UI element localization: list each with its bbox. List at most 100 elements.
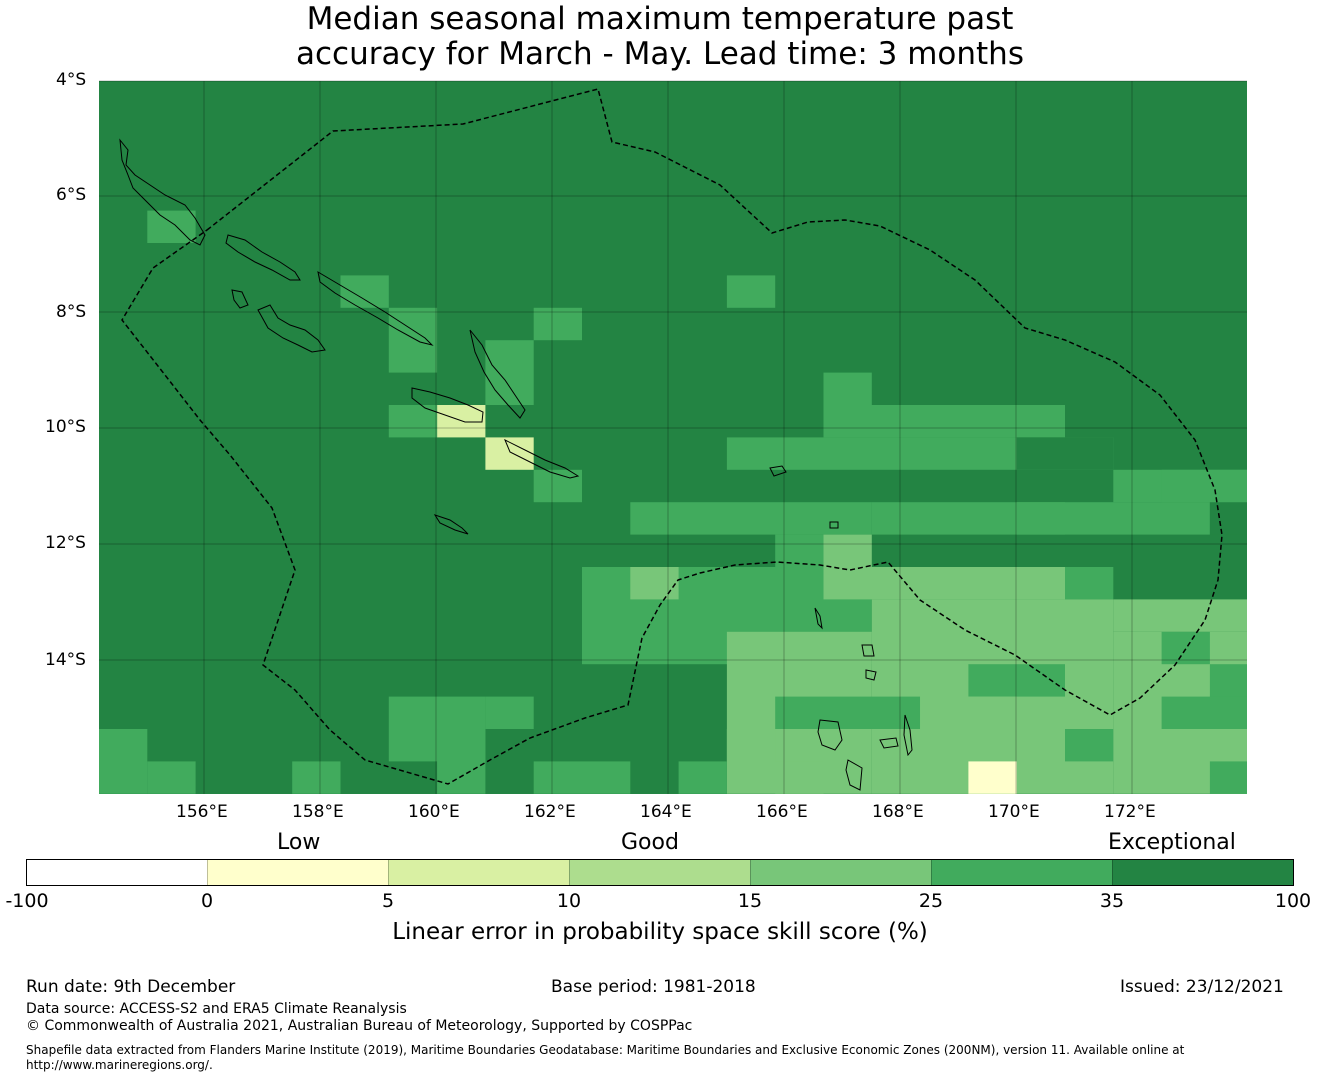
island-vanua-lava	[865, 669, 877, 681]
skill-cell	[630, 567, 679, 600]
skill-cell	[678, 761, 727, 794]
island-santa-isabel	[317, 270, 434, 346]
island-guadalcanal	[411, 387, 484, 423]
skill-cell	[437, 729, 486, 794]
skill-cell	[775, 696, 921, 729]
skill-cell	[1065, 599, 1114, 794]
colorbar-label-exceptional: Exceptional	[1108, 830, 1236, 855]
colorbar-tick: 100	[1274, 890, 1312, 912]
lat-label-6s: 6°S	[56, 185, 87, 205]
skill-cell	[775, 761, 824, 794]
skill-cell	[388, 405, 438, 438]
colorbar-segment	[388, 860, 569, 885]
skill-cell	[630, 502, 872, 535]
colorbar-tick: 25	[918, 890, 944, 912]
skill-cell	[99, 729, 148, 794]
lon-label-164e: 164°E	[640, 802, 692, 822]
skill-cell	[823, 405, 1065, 438]
island-gaua	[861, 644, 875, 657]
colorbar-tick: 0	[200, 890, 214, 912]
colorbar-label-low: Low	[277, 830, 321, 855]
colorbar-tick: 5	[381, 890, 395, 912]
island-pentecost	[903, 714, 913, 757]
colorbar-segment	[750, 860, 931, 885]
eez-boundaries	[121, 88, 1223, 785]
skill-cell	[1161, 631, 1210, 665]
island-tikopia	[829, 521, 839, 529]
skill-cell	[1209, 502, 1247, 535]
skill-cell	[533, 469, 582, 503]
lat-label-14s: 14°S	[45, 650, 86, 670]
skill-cell	[292, 761, 341, 794]
skill-cell	[968, 761, 1017, 794]
skill-cell	[823, 534, 872, 567]
skill-cell	[147, 761, 196, 794]
colorbar-segment	[931, 860, 1112, 885]
copyright: © Commonwealth of Australia 2021, Austra…	[26, 1018, 693, 1034]
island-vella-lavella	[231, 289, 249, 309]
lon-label-162e: 162°E	[524, 802, 576, 822]
map-title-line1: Median seasonal maximum temperature past	[306, 1, 1014, 37]
skill-cell	[823, 567, 1065, 600]
skill-cell	[823, 372, 872, 405]
island-malaita	[469, 329, 526, 419]
skill-cell	[1209, 761, 1247, 794]
skill-cell	[1016, 502, 1210, 535]
colorbar-tick: 15	[737, 890, 763, 912]
island-makira	[504, 438, 580, 479]
island-bougainville	[119, 138, 206, 246]
lat-label-8s: 8°S	[56, 302, 87, 322]
skill-cell	[726, 729, 776, 762]
run-date: Run date: 9th December	[26, 977, 236, 997]
colorbar-segment	[569, 860, 750, 885]
skill-cell	[485, 340, 534, 405]
graticule	[99, 80, 1247, 794]
island-malekula	[845, 759, 863, 791]
skill-cell	[485, 696, 534, 729]
colorbar-tick: -100	[5, 890, 49, 912]
shapefile-credit: Shapefile data extracted from Flanders M…	[26, 1043, 1185, 1072]
lon-label-168e: 168°E	[872, 802, 924, 822]
skill-cell	[340, 275, 389, 308]
colorbar-segment	[207, 860, 388, 885]
skill-cell	[1016, 437, 1114, 470]
island-santa-cruz	[769, 465, 787, 477]
lon-label-158e: 158°E	[292, 802, 344, 822]
island-rennell	[433, 514, 469, 535]
base-period: Base period: 1981-2018	[551, 977, 756, 997]
skill-cell	[1065, 567, 1114, 600]
island-espiritu-santo	[817, 719, 843, 751]
skill-cell	[775, 534, 824, 567]
colorbar-segment	[27, 860, 207, 885]
lon-label-156e: 156°E	[176, 802, 228, 822]
data-source: Data source: ACCESS-S2 and ERA5 Climate …	[26, 1001, 407, 1017]
colorbar-tick: 10	[556, 890, 582, 912]
issued-date: Issued: 23/12/2021	[1120, 977, 1284, 997]
lat-label-4s: 4°S	[56, 70, 87, 90]
lon-label-170e: 170°E	[988, 802, 1040, 822]
island-torres	[814, 607, 823, 630]
coastlines	[119, 138, 913, 791]
lon-label-166e: 166°E	[756, 802, 808, 822]
island-choiseul	[225, 234, 301, 281]
colorbar-label-good: Good	[621, 830, 679, 855]
skill-cell	[533, 307, 582, 341]
skill-grid	[99, 81, 1247, 794]
lon-label-172e: 172°E	[1104, 802, 1156, 822]
skill-cell	[726, 275, 776, 308]
skill-cell	[582, 761, 631, 794]
island-ambae	[879, 737, 899, 749]
colorbar-axis-title: Linear error in probability space skill …	[392, 919, 928, 945]
eez-solomon-islands	[121, 88, 1223, 785]
colorbar-tick: 35	[1099, 890, 1125, 912]
skill-cell	[1113, 599, 1247, 632]
map-title-line2: accuracy for March - May. Lead time: 3 m…	[296, 36, 1024, 72]
skill-cell	[1161, 696, 1247, 729]
lat-label-10s: 10°S	[45, 417, 86, 437]
lon-label-160e: 160°E	[408, 802, 460, 822]
skill-cell	[968, 664, 1065, 697]
colorbar	[26, 859, 1294, 886]
skill-cell	[533, 761, 582, 794]
skill-cell	[388, 307, 438, 373]
